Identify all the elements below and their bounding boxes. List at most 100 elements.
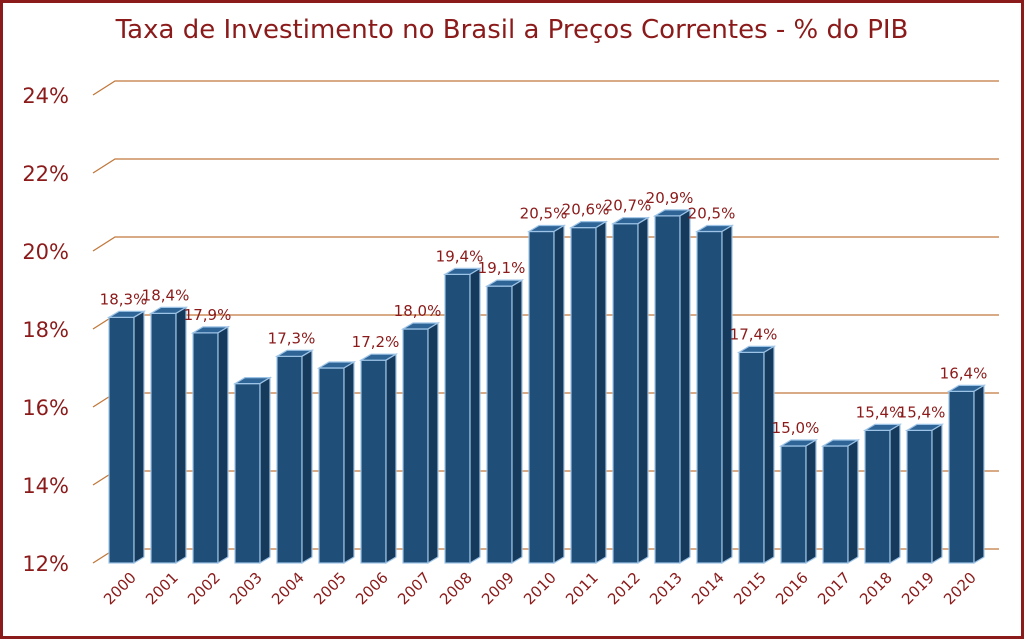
bar-front [570, 227, 597, 564]
chart-title: Taxa de Investimento no Brasil a Preços … [115, 15, 909, 45]
y-tick-label: 24% [22, 84, 69, 108]
bar-side [469, 267, 481, 565]
bar-side [511, 279, 523, 565]
bar-side [343, 360, 355, 565]
bar-side [805, 438, 817, 565]
bar-side [931, 423, 943, 565]
bar-front [696, 230, 723, 564]
bar-front [906, 429, 933, 564]
bar [358, 353, 399, 565]
bar-side [637, 216, 649, 565]
x-tick-label: 2007 [394, 569, 434, 609]
y-tick-label: 20% [22, 240, 69, 264]
bar [904, 423, 945, 565]
bar-side [385, 353, 397, 565]
data-label: 20,5% [688, 205, 736, 223]
bar-front [612, 223, 639, 564]
x-axis-ticks: 2000 2001 2002 2003 2004 2005 2006 2007 2008 2009… [100, 569, 980, 609]
bars [106, 208, 987, 565]
bar-side [973, 384, 985, 565]
bar [820, 438, 861, 565]
data-labels: 18,3%18,4% 17,9% 17,3% 17,2% 18,0% 19,4%19,1%… [100, 189, 988, 437]
x-tick-label: 2013 [646, 569, 686, 609]
bar [148, 306, 189, 565]
y-tick-label: 12% [22, 552, 69, 576]
data-label: 17,2% [352, 333, 400, 351]
data-label: 18,0% [394, 302, 442, 320]
y-tick-label: 18% [22, 318, 69, 342]
bar-side [595, 220, 607, 565]
x-tick-label: 2006 [352, 569, 392, 609]
data-label: 15,0% [772, 419, 820, 437]
bar [568, 220, 609, 565]
x-tick-label: 2005 [310, 569, 350, 609]
x-tick-label: 2014 [688, 569, 728, 609]
x-tick-label: 2016 [772, 569, 812, 609]
bar [232, 376, 273, 565]
data-label: 18,4% [142, 286, 190, 304]
bar-side [889, 423, 901, 565]
x-tick-label: 2019 [898, 569, 938, 609]
bar-front [360, 359, 387, 564]
bar-side [217, 325, 229, 565]
x-tick-label: 2008 [436, 569, 476, 609]
bar [652, 208, 693, 565]
x-tick-label: 2017 [814, 569, 854, 609]
data-label: 20,7% [604, 197, 652, 215]
bar [736, 345, 777, 565]
x-tick-label: 2000 [100, 569, 140, 609]
bar [946, 384, 987, 565]
data-label: 15,4% [898, 403, 946, 421]
bar-side [847, 438, 859, 565]
y-tick-label: 14% [22, 474, 69, 498]
bar-side [553, 224, 565, 565]
bar-side [427, 321, 439, 565]
bar [610, 216, 651, 565]
data-label: 17,4% [730, 325, 778, 343]
data-label: 17,3% [268, 329, 316, 347]
bar-front [822, 445, 849, 564]
bar-side [133, 310, 145, 565]
bar-chart: 12% 14% 16% 18% 20% 22% 24% 18,3%18,4% 17,9% 17,… [22, 80, 999, 609]
bar-front [948, 390, 975, 564]
bar-front [738, 351, 765, 564]
data-label: 19,4% [436, 247, 484, 265]
data-label: 15,4% [856, 403, 904, 421]
bar-front [402, 328, 429, 564]
bar [442, 267, 483, 565]
bar-front [654, 215, 681, 564]
bar-front [864, 429, 891, 564]
bar-side [259, 376, 271, 565]
data-label: 18,3% [100, 290, 148, 308]
x-tick-label: 2012 [604, 569, 644, 609]
data-label: 20,6% [562, 201, 610, 219]
y-tick-label: 22% [22, 162, 69, 186]
x-tick-label: 2018 [856, 569, 896, 609]
x-tick-label: 2009 [478, 569, 518, 609]
bar-front [234, 383, 261, 564]
x-tick-label: 2011 [562, 569, 602, 609]
data-label: 17,9% [184, 306, 232, 324]
bar-front [780, 445, 807, 564]
bar-front [276, 355, 303, 564]
bar [526, 224, 567, 565]
bar [106, 310, 147, 565]
data-label: 19,1% [478, 259, 526, 277]
bar-side [301, 349, 313, 565]
data-label: 20,9% [646, 189, 694, 207]
bar [400, 321, 441, 565]
x-tick-label: 2010 [520, 569, 560, 609]
bar [862, 423, 903, 565]
data-label: 20,5% [520, 205, 568, 223]
gridline [92, 80, 999, 96]
bar-front [150, 312, 177, 564]
y-axis-ticks: 12% 14% 16% 18% 20% 22% 24% [22, 84, 69, 576]
bar-side [763, 345, 775, 565]
bar [274, 349, 315, 565]
bar-side [679, 208, 691, 565]
gridline [92, 158, 999, 174]
bar [778, 438, 819, 565]
bar [694, 224, 735, 565]
y-tick-label: 16% [22, 396, 69, 420]
